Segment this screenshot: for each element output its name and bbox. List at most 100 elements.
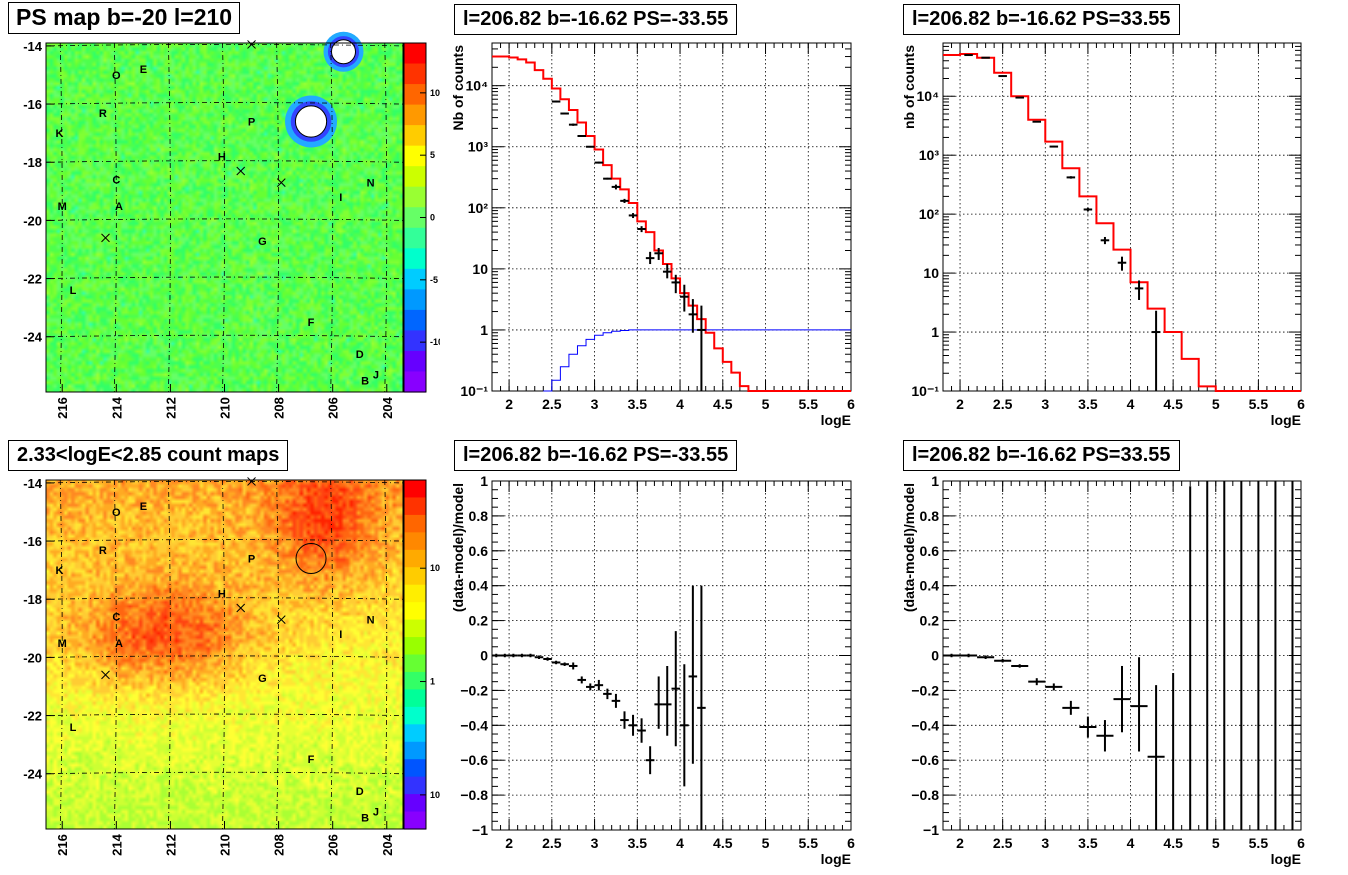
y-tick-label: 0.4 — [469, 578, 489, 594]
x-tick-label: 4.5 — [1163, 396, 1183, 412]
graticule-meridian — [276, 479, 279, 830]
source-label: I — [339, 629, 342, 641]
graticule-meridian — [168, 479, 171, 830]
colorbar-segment — [404, 776, 426, 795]
model-step-line — [943, 53, 1301, 392]
plot-series-group — [492, 55, 851, 392]
source-cross-marker — [101, 670, 110, 680]
x-tick-label: 2.5 — [993, 835, 1013, 851]
count-map-plot[interactable]: O E R P K H C N I M A G L F D B J 216 214 212 210 208 206 204 -1… — [0, 437, 440, 875]
map-x-tick-label: 204 — [380, 833, 395, 855]
y-tick-label: 10² — [468, 200, 489, 216]
x-tick-label: 5 — [762, 835, 770, 851]
x-tick-label: 6 — [1297, 396, 1305, 412]
x-tick-label: 5 — [1212, 396, 1220, 412]
x-tick-label: 3 — [591, 396, 599, 412]
colorbar-segment — [404, 63, 426, 85]
y-tick-label: 0.8 — [920, 508, 940, 524]
x-tick-label: 3.5 — [628, 835, 648, 851]
y-tick-label: −0.4 — [460, 717, 488, 733]
map-x-tick-label: 214 — [109, 833, 124, 855]
x-tick-label: 2.5 — [993, 396, 1013, 412]
colorbar-segment — [404, 166, 426, 188]
map-y-tick-label: -20 — [23, 650, 42, 665]
x-tick-label: 5 — [1212, 835, 1220, 851]
x-axis-title: logE — [821, 851, 851, 867]
colorbar-segment — [404, 654, 426, 673]
graticule-meridian — [384, 479, 388, 830]
x-tick-label: 2.5 — [542, 835, 562, 851]
colorbar-segment — [404, 186, 426, 208]
plot-series-group — [492, 585, 706, 830]
map-x-tick-label: 210 — [218, 397, 233, 419]
map-x-tick-label: 204 — [380, 396, 395, 418]
colorbar-segment — [404, 104, 426, 126]
residual-pos-plot[interactable]: 2 2.5 3 3.5 4 4.5 5 5.5 6 −1 −0.8 −0.6 −0.4 −0.2 0 0.2 0… — [898, 437, 1348, 875]
colorbar-segment — [404, 497, 426, 516]
y-tick-label: 1 — [480, 473, 488, 489]
x-tick-label: 3.5 — [628, 396, 648, 412]
colorbar-segment — [404, 248, 426, 270]
source-label: O — [112, 507, 121, 519]
source-label: D — [356, 786, 364, 798]
colorbar-segment — [404, 268, 426, 290]
x-tick-label: 5.5 — [799, 835, 819, 851]
model-step-line — [492, 55, 851, 392]
source-label: F — [308, 317, 315, 329]
colorbar-segment — [404, 43, 426, 65]
ps-map-title: PS map b=-20 l=210 — [8, 2, 241, 34]
colorbar-tick-label: 10 — [430, 563, 440, 573]
y-tick-label: −1 — [923, 822, 939, 838]
source-label: J — [373, 370, 379, 382]
x-tick-label: 4 — [676, 396, 684, 412]
y-tick-label: 0.8 — [469, 508, 489, 524]
x-tick-label: 6 — [1297, 835, 1305, 851]
x-tick-label: 3 — [1041, 835, 1049, 851]
spectrum-neg-title: l=206.82 b=-16.62 PS=-33.55 — [454, 4, 738, 35]
map-y-tick-label: -14 — [23, 476, 43, 491]
spectrum-neg-plot[interactable]: 2 2.5 3 3.5 4 4.5 5 5.5 6 10⁻¹ 1 10 10² 10³ 10⁴ logE Nb … — [449, 0, 898, 435]
colorbar-segment — [404, 125, 426, 147]
source-label: R — [99, 108, 107, 120]
x-tick-label: 6 — [847, 396, 855, 412]
colorbar-tick-label: 5 — [430, 150, 435, 160]
y-tick-label: 1 — [480, 322, 488, 338]
plot-series-group — [943, 481, 1294, 830]
y-axis-title: Nb of counts — [450, 45, 466, 131]
plot-frame — [491, 42, 852, 392]
y-axis-title: nb of counts — [901, 45, 917, 129]
source-label: O — [112, 70, 121, 82]
colorbar-frame — [403, 479, 427, 830]
x-tick-label: 4 — [676, 835, 684, 851]
source-label: B — [361, 375, 369, 387]
graticule-meridian — [113, 479, 117, 830]
source-excluded-region — [331, 39, 356, 65]
source-label: P — [248, 554, 255, 566]
colorbar-segment — [404, 794, 426, 813]
x-tick-label: 6 — [847, 835, 855, 851]
colorbar-segment — [404, 289, 426, 311]
colorbar-segment — [404, 84, 426, 106]
colorbar-segment — [404, 514, 426, 533]
x-tick-label: 4.5 — [713, 396, 733, 412]
y-tick-label: −0.8 — [460, 787, 488, 803]
residual-neg-plot[interactable]: 2 2.5 3 3.5 4 4.5 5 5.5 6 −1 −0.8 −0.6 −0.4 −0.2 0 0.2 0… — [449, 437, 898, 875]
y-tick-label: 10² — [919, 206, 940, 222]
y-tick-label: 0.4 — [920, 578, 940, 594]
graticule-meridian — [222, 42, 225, 393]
spectrum-pos-panel: 2 2.5 3 3.5 4 4.5 5 5.5 6 10⁻¹ 1 10 10² 10³ 10⁴ logE nb … — [898, 0, 1348, 435]
x-tick-label: 3.5 — [1078, 835, 1098, 851]
spectrum-pos-plot[interactable]: 2 2.5 3 3.5 4 4.5 5 5.5 6 10⁻¹ 1 10 10² 10³ 10⁴ logE nb … — [898, 0, 1348, 435]
y-axis-title: (data-model)/model — [450, 483, 466, 612]
ps-map-plot[interactable]: O E R P K H C N I M A G L F D B J 216 214 212 210 208 206 204 -1… — [0, 0, 440, 435]
y-tick-label: −0.6 — [911, 752, 939, 768]
source-label: E — [140, 64, 147, 76]
graticule-meridian — [59, 42, 63, 393]
y-tick-label: 10⁴ — [917, 88, 940, 104]
graticule-meridian — [59, 479, 63, 830]
residual-neg-title: l=206.82 b=-16.62 PS=-33.55 — [454, 440, 738, 471]
source-label: J — [373, 807, 379, 819]
x-axis-title: logE — [1271, 851, 1301, 867]
y-tick-label: 1 — [931, 473, 939, 489]
source-label: M — [58, 201, 67, 213]
